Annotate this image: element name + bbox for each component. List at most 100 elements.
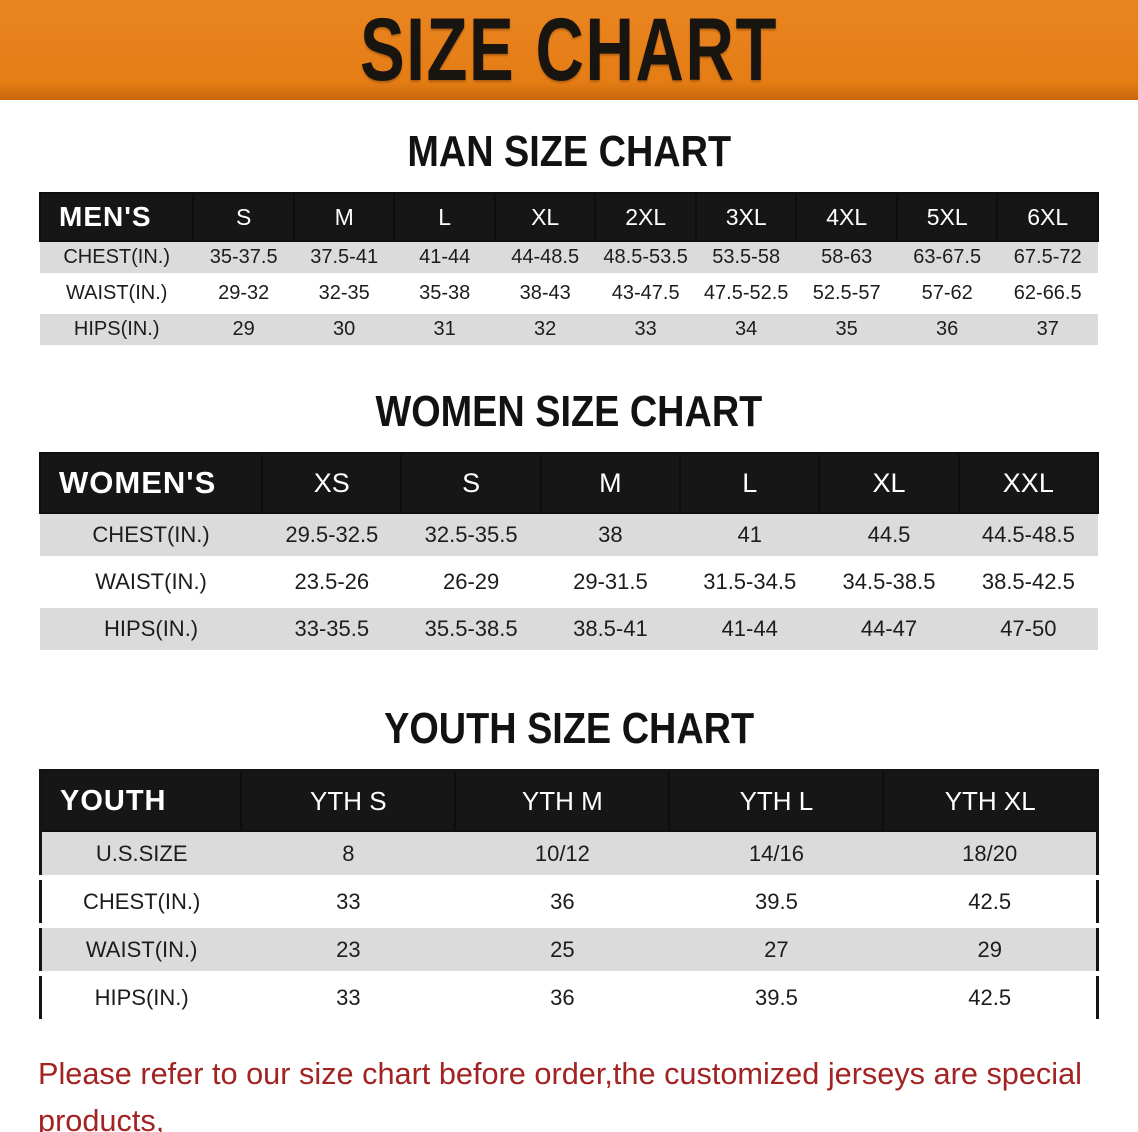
column-header: XL: [818, 452, 960, 514]
row-label: HIPS(IN.): [40, 311, 194, 350]
size-cell: 37: [997, 311, 1098, 350]
size-cell: 63-67.5: [896, 241, 998, 278]
size-cell: 8: [241, 831, 456, 880]
table-row: CHEST(IN.) 29.5-32.5 32.5-35.5 38 41 44.5 44.5…: [40, 513, 1098, 561]
column-header: YTH XL: [882, 769, 1099, 832]
size-cell: 42.5: [883, 973, 1098, 1024]
column-header: XL: [493, 192, 597, 242]
banner: SIZE CHART: [0, 0, 1138, 100]
size-cell: 14/16: [669, 831, 884, 880]
row-label: HIPS(IN.): [40, 973, 242, 1024]
size-cell: 33: [241, 877, 456, 928]
section-heading-women: WOMEN SIZE CHART: [0, 390, 1138, 434]
column-header: 3XL: [694, 192, 798, 242]
size-cell: 43-47.5: [595, 275, 696, 314]
sections-container: MAN SIZE CHART MEN'S S M L XL 2XL 3XL 4XL 5XL 6XL C…: [0, 130, 1138, 1024]
size-cell: 37.5-41: [293, 241, 395, 278]
table-row: WAIST(IN.) 29-32 32-35 35-38 38-43 43-47.5 47.…: [40, 275, 1098, 314]
size-cell: 38-43: [494, 275, 596, 314]
size-cell: 33: [595, 311, 696, 350]
size-cell: 26-29: [401, 558, 541, 608]
table-row: HIPS(IN.) 29 30 31 32 33 34 35 36 37: [40, 311, 1098, 350]
size-cell: 29: [193, 311, 294, 350]
row-label: WAIST(IN.): [40, 275, 194, 314]
column-header: 2XL: [594, 192, 697, 242]
youth-table-corner-label: YOUTH: [39, 769, 243, 832]
size-cell: 53.5-58: [695, 241, 797, 278]
size-cell: 10/12: [455, 831, 670, 880]
men-table-corner-label: MEN'S: [38, 192, 195, 242]
women-size-table: WOMEN'S XS S M L XL XXL CHEST(IN.) 29.5-32.5 32.5…: [38, 452, 1100, 655]
size-cell: 38: [540, 513, 681, 561]
size-cell: 27: [669, 925, 884, 976]
size-cell: 33: [241, 973, 456, 1024]
size-cell: 47.5-52.5: [695, 275, 797, 314]
section-heading-text: MAN SIZE CHART: [407, 127, 731, 176]
size-cell: 42.5: [883, 877, 1098, 928]
size-cell: 58-63: [796, 241, 897, 278]
row-label: CHEST(IN.): [40, 513, 263, 561]
size-cell: 62-66.5: [997, 275, 1098, 314]
column-header: 5XL: [895, 192, 999, 242]
men-header-row: MEN'S S M L XL 2XL 3XL 4XL 5XL 6XL: [38, 192, 1099, 242]
size-cell: 32: [494, 311, 596, 350]
size-section-men: MAN SIZE CHART MEN'S S M L XL 2XL 3XL 4XL 5XL 6XL C…: [0, 130, 1138, 350]
table-row: HIPS(IN.) 33 36 39.5 42.5: [40, 973, 1098, 1024]
size-cell: 35.5-38.5: [401, 605, 541, 655]
size-cell: 48.5-53.5: [595, 241, 696, 278]
size-cell: 29: [883, 925, 1098, 976]
column-header: YTH M: [454, 769, 671, 832]
women-header-row: WOMEN'S XS S M L XL XXL: [38, 452, 1100, 514]
column-header: XS: [261, 452, 403, 514]
women-table-corner-label: WOMEN'S: [38, 452, 264, 514]
size-cell: 44-47: [819, 605, 959, 655]
size-cell: 31.5-34.5: [680, 558, 820, 608]
column-header: L: [393, 192, 496, 242]
row-label: WAIST(IN.): [40, 558, 263, 608]
size-cell: 33-35.5: [262, 605, 402, 655]
size-cell: 25: [455, 925, 670, 976]
column-header: 6XL: [996, 192, 1099, 242]
size-cell: 32.5-35.5: [401, 513, 541, 561]
size-cell: 18/20: [883, 831, 1098, 880]
size-cell: 57-62: [896, 275, 998, 314]
size-section-youth: YOUTH SIZE CHART YOUTH YTH S YTH M YTH L YTH …: [0, 707, 1138, 1024]
size-cell: 36: [896, 311, 998, 350]
table-row: WAIST(IN.) 23.5-26 26-29 29-31.5 31.5-34.5 34…: [40, 558, 1098, 608]
size-cell: 41: [680, 513, 820, 561]
disclaimer-line-1: Please refer to our size chart before or…: [38, 1056, 1082, 1132]
table-row: HIPS(IN.) 33-35.5 35.5-38.5 38.5-41 41-44 44-…: [40, 605, 1098, 655]
section-heading-text: WOMEN SIZE CHART: [375, 387, 763, 436]
row-label: CHEST(IN.): [40, 877, 242, 928]
section-heading-youth: YOUTH SIZE CHART: [0, 707, 1138, 751]
size-cell: 35: [796, 311, 897, 350]
column-header: YTH L: [668, 769, 885, 832]
size-cell: 44.5: [819, 513, 959, 561]
column-header: M: [539, 452, 682, 514]
table-row: U.S.SIZE 8 10/12 14/16 18/20: [40, 831, 1098, 880]
section-heading-men: MAN SIZE CHART: [0, 130, 1138, 174]
size-cell: 23.5-26: [262, 558, 402, 608]
size-cell: 36: [455, 973, 670, 1024]
youth-size-table: YOUTH YTH S YTH M YTH L YTH XL U.S.SIZE 8 10/12…: [39, 769, 1099, 1024]
size-cell: 30: [293, 311, 395, 350]
size-cell: 29.5-32.5: [262, 513, 402, 561]
column-header: L: [679, 452, 821, 514]
column-header: M: [292, 192, 396, 242]
column-header: 4XL: [795, 192, 898, 242]
size-cell: 23: [241, 925, 456, 976]
size-section-women: WOMEN SIZE CHART WOMEN'S XS S M L XL XXL CHEST(I…: [0, 390, 1138, 655]
row-label: U.S.SIZE: [40, 831, 242, 880]
column-header: YTH S: [240, 769, 457, 832]
section-heading-text: YOUTH SIZE CHART: [383, 704, 754, 753]
table-row: CHEST(IN.) 33 36 39.5 42.5: [40, 877, 1098, 928]
size-cell: 29-31.5: [540, 558, 681, 608]
size-cell: 44-48.5: [494, 241, 596, 278]
size-cell: 29-32: [193, 275, 294, 314]
row-label: HIPS(IN.): [40, 605, 263, 655]
size-cell: 35-38: [394, 275, 495, 314]
column-header: S: [400, 452, 542, 514]
size-cell: 34: [695, 311, 797, 350]
column-header: S: [192, 192, 295, 242]
